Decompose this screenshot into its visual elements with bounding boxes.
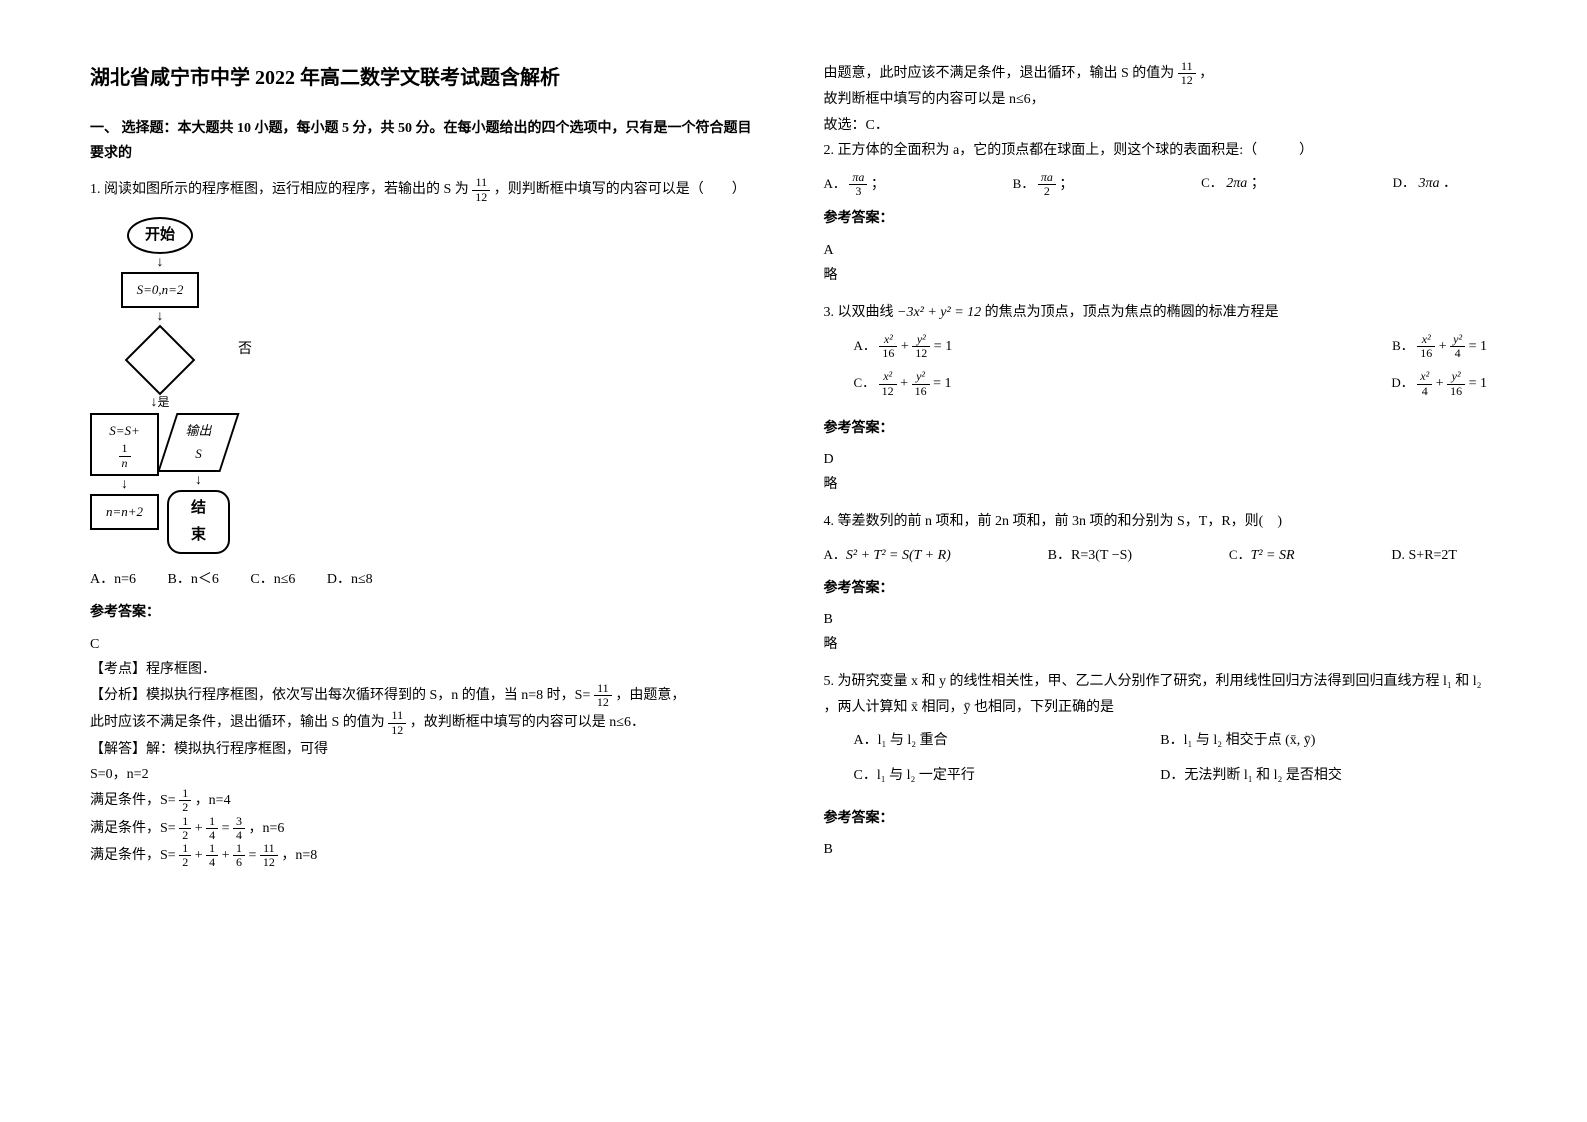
q3-option-a: A． x²16 + y²12 = 1 [824, 333, 1161, 360]
question-3: 3. 以双曲线 −3x² + y² = 12 的焦点为顶点，顶点为焦点的椭圆的标… [824, 300, 1498, 498]
q4-options: A．S² + T² = S(T + R) B．R=3(T −S) C．T² = … [824, 543, 1498, 568]
q1-analysis-2: 此时应该不满足条件，退出循环，输出 S 的值为 1112 ，故判断框中填写的内容… [90, 709, 764, 736]
question-1: 1. 阅读如图所示的程序框图，运行相应的程序，若输出的 S 为 11 12 ，则… [90, 176, 764, 869]
q1-cont-c: 故判断框中填写的内容可以是 n≤6， [824, 87, 1498, 112]
q3-option-b: B． x²16 + y²4 = 1 [1160, 333, 1497, 360]
q5-option-c: C．l₁ 与 l₂ 一定平行 [824, 763, 1161, 788]
q4-brief: 略 [824, 632, 1498, 657]
q4-option-b: B．R=3(T −S) [1048, 543, 1132, 568]
q3-text: 3. 以双曲线 −3x² + y² = 12 的焦点为顶点，顶点为焦点的椭圆的标… [824, 300, 1498, 325]
q4-answer-label: 参考答案： [824, 576, 1498, 601]
q5-option-d: D．无法判断 l₁ 和 l₂ 是否相交 [1160, 763, 1497, 788]
q1-option-d: D．n≤8 [327, 567, 373, 592]
page-title: 湖北省咸宁市中学 2022 年高二数学文联考试题含解析 [90, 60, 764, 96]
flow-start: 开始 [127, 217, 193, 254]
q3-options: A． x²16 + y²12 = 1 B． x²16 + y²4 = 1 C． … [824, 333, 1498, 408]
q1-step1: S=0，n=2 [90, 762, 764, 787]
q1-option-a: A．n=6 [90, 567, 136, 592]
arrow-icon: ↓ [90, 311, 230, 324]
question-2: 2. 正方体的全面积为 a，它的顶点都在球面上，则这个球的表面积是:（ ） A．… [824, 138, 1498, 288]
arrow-icon: ↓ [90, 257, 230, 270]
q5-answer-label: 参考答案： [824, 806, 1498, 831]
question-5: 5. 为研究变量 x 和 y 的线性相关性，甲、乙二人分别作了研究，利用线性回归… [824, 669, 1498, 862]
q1-analysis: 【分析】模拟执行程序框图，依次写出每次循环得到的 S，n 的值，当 n=8 时，… [90, 682, 764, 709]
q2-options: A． πa3 ； B． πa2 ； C． 2πa ； D． 3πa ． [824, 171, 1498, 198]
q1-step2: 满足条件，S= 12 ，n=4 [90, 787, 764, 814]
q2-option-b: B． πa2 ； [1013, 171, 1074, 198]
q1-answer-label: 参考答案： [90, 600, 764, 625]
q1-option-b: B．n＜6 [168, 567, 219, 592]
q5-options: A．l₁ 与 l₂ 重合 B．l₁ 与 l₂ 相交于点 (x̄, ȳ) C．l₁… [824, 728, 1498, 798]
q3-option-d: D． x²4 + y²16 = 1 [1160, 370, 1497, 397]
q2-answer: A [824, 238, 1498, 263]
q2-text: 2. 正方体的全面积为 a，它的顶点都在球面上，则这个球的表面积是:（ ） [824, 138, 1498, 163]
section-1-header: 一、 选择题：本大题共 10 小题，每小题 5 分，共 50 分。在每小题给出的… [90, 116, 764, 166]
q1-text-a: 1. 阅读如图所示的程序框图，运行相应的程序，若输出的 S 为 [90, 182, 469, 197]
q2-answer-label: 参考答案： [824, 206, 1498, 231]
flow-decision [125, 325, 196, 396]
q4-option-a: A．S² + T² = S(T + R) [824, 543, 951, 568]
q1-text: 1. 阅读如图所示的程序框图，运行相应的程序，若输出的 S 为 11 12 ，则… [90, 176, 764, 203]
question-4: 4. 等差数列的前 n 项和，前 2n 项和，前 3n 项的和分别为 S，T，R… [824, 509, 1498, 657]
arrow-icon: ↓是 [90, 397, 230, 410]
flow-update-s: S=S+1n [90, 413, 159, 476]
q3-answer: D [824, 447, 1498, 472]
q4-text: 4. 等差数列的前 n 项和，前 2n 项和，前 3n 项的和分别为 S，T，R… [824, 509, 1498, 534]
q5-text: 5. 为研究变量 x 和 y 的线性相关性，甲、乙二人分别作了研究，利用线性回归… [824, 669, 1498, 719]
q1-option-c: C．n≤6 [250, 567, 295, 592]
q3-answer-label: 参考答案： [824, 416, 1498, 441]
left-column: 湖北省咸宁市中学 2022 年高二数学文联考试题含解析 一、 选择题：本大题共 … [90, 60, 764, 1062]
q5-option-a: A．l₁ 与 l₂ 重合 [824, 728, 1161, 753]
flow-init: S=0,n=2 [121, 272, 200, 307]
q1-options: A．n=6 B．n＜6 C．n≤6 D．n≤8 [90, 567, 764, 592]
q4-answer: B [824, 607, 1498, 632]
q3-option-c: C． x²12 + y²16 = 1 [824, 370, 1161, 397]
q4-option-c: C．T² = SR [1229, 543, 1295, 568]
q4-option-d: D. S+R=2T [1391, 543, 1457, 568]
flow-no-label: 否 [238, 337, 252, 362]
arrow-icon: ↓ [167, 475, 230, 488]
q1-solve-label: 【解答】解：模拟执行程序框图，可得 [90, 737, 764, 762]
flow-output: 输出S [157, 413, 239, 472]
q1-point: 【考点】程序框图． [90, 657, 764, 682]
q1-cont-a: 由题意，此时应该不满足条件，退出循环，输出 S 的值为 1112 ， [824, 60, 1498, 87]
flowchart: 开始 ↓ S=0,n=2 ↓ 否 ↓是 S=S+1n ↓ n=n+2 [90, 214, 764, 558]
q2-option-a: A． πa3 ； [824, 171, 885, 198]
q1-fraction: 11 12 [472, 176, 490, 203]
q1-step4: 满足条件，S= 12 + 14 + 16 = 1112 ，n=8 [90, 842, 764, 869]
q2-brief: 略 [824, 263, 1498, 288]
q3-brief: 略 [824, 472, 1498, 497]
right-column: 由题意，此时应该不满足条件，退出循环，输出 S 的值为 1112 ， 故判断框中… [824, 60, 1498, 1062]
arrow-icon: ↓ [90, 479, 159, 492]
q1-cont-d: 故选：C． [824, 113, 1498, 138]
q5-answer: B [824, 837, 1498, 862]
q5-option-b: B．l₁ 与 l₂ 相交于点 (x̄, ȳ) [1160, 728, 1497, 753]
flow-update-n: n=n+2 [90, 494, 159, 529]
flow-end: 结束 [167, 490, 230, 554]
q2-option-d: D． 3πa ． [1393, 171, 1457, 198]
q2-option-c: C． 2πa ； [1201, 171, 1265, 198]
q1-answer: C [90, 632, 764, 657]
q1-text-b: ，则判断框中填写的内容可以是（ ） [494, 182, 746, 197]
q1-step3: 满足条件，S= 12 + 14 = 34 ，n=6 [90, 815, 764, 842]
flow-yes-label: 是 [157, 395, 169, 409]
